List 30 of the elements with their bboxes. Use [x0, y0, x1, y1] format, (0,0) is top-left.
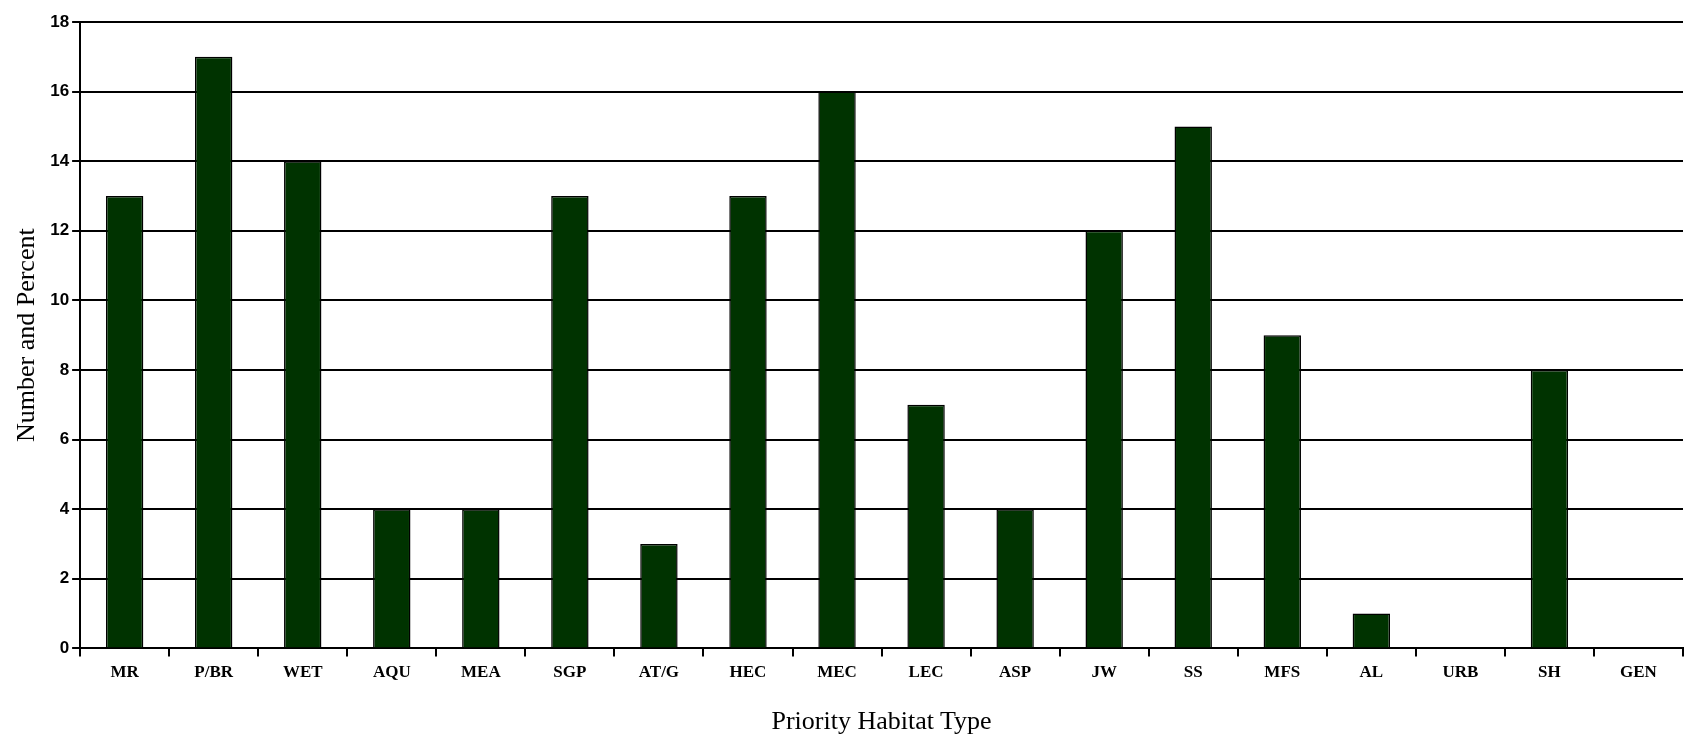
x-tick-label: URB — [1442, 661, 1479, 681]
x-tick-label: MEC — [817, 661, 857, 681]
y-tick-label: 4 — [59, 498, 70, 518]
x-tick-label: MEA — [461, 661, 502, 681]
x-tick-label: MR — [110, 661, 140, 681]
x-tick-label: MFS — [1264, 661, 1301, 681]
y-tick-label: 0 — [59, 638, 70, 658]
x-tick-label: SH — [1538, 661, 1561, 681]
x-tick-label: HEC — [729, 661, 767, 681]
x-tick-label: GEN — [1620, 661, 1658, 681]
y-tick-label: 16 — [50, 81, 70, 101]
x-tick-label: AL — [1359, 661, 1384, 681]
y-tick-label: 12 — [50, 220, 70, 240]
x-tick-label: SS — [1183, 661, 1203, 681]
x-tick-label: AT/G — [638, 661, 680, 681]
y-tick-label: 6 — [59, 429, 70, 449]
x-tick-label: LEC — [908, 661, 944, 681]
y-axis-title: Number and Percent — [11, 227, 41, 443]
y-tick-label: 8 — [59, 359, 70, 379]
x-tick-label: AQU — [372, 661, 411, 681]
y-tick-label: 10 — [50, 290, 70, 310]
x-tick-label: ASP — [999, 661, 1032, 681]
x-tick-label: JW — [1091, 661, 1117, 681]
y-tick-label: 14 — [50, 150, 70, 170]
x-tick-label: P/BR — [194, 661, 234, 681]
y-tick-label: 2 — [59, 568, 70, 588]
x-axis-title: Priority Habitat Type — [771, 706, 992, 736]
y-tick-label: 18 — [50, 11, 70, 31]
x-tick-label: SGP — [553, 661, 587, 681]
x-tick-label: WET — [282, 661, 324, 681]
